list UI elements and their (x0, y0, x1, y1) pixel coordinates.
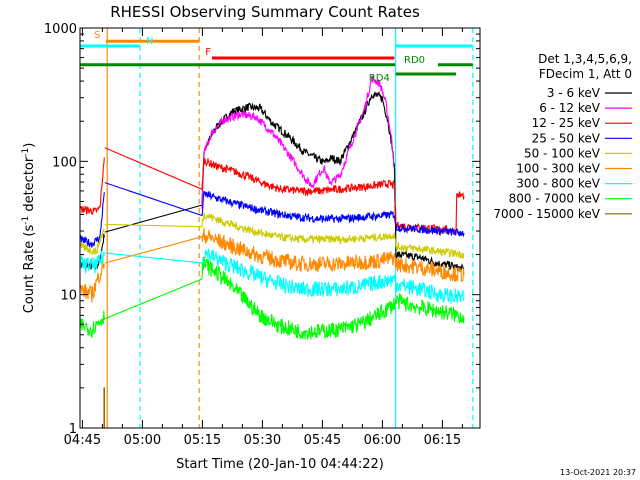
plot-area: S N F RD0 RD4 (79, 28, 474, 428)
series-line (79, 256, 465, 341)
y-axis-label-sup: -1 (21, 216, 31, 225)
series-line (79, 91, 465, 273)
x-tick-label: 05:00 (124, 433, 161, 448)
legend-label: 12 - 25 keV (532, 116, 601, 130)
series-line (201, 75, 395, 209)
legend-header-2: FDecim 1, Att 0 (539, 67, 632, 81)
x-tick-label: 06:15 (424, 433, 461, 448)
y-axis-label-sup2: -1 (21, 148, 31, 157)
series-line (79, 248, 465, 305)
y-tick-label: 10 (60, 289, 77, 304)
annotation-bar-label: S (94, 30, 100, 41)
x-tick-label: 05:15 (184, 433, 221, 448)
y-axis-label-tail: detector (22, 156, 37, 216)
chart-title: RHESSI Observing Summary Count Rates (110, 3, 420, 21)
annotation-bar-label: RD4 (369, 73, 390, 84)
series-line (79, 227, 465, 303)
x-axis: 04:45 05:00 05:15 05:30 05:45 06:00 06:15 (64, 28, 463, 448)
legend-label: 300 - 800 keV (516, 177, 600, 191)
series-line (79, 147, 465, 236)
annotation-bar-label: N (146, 36, 153, 47)
y-axis-label: Count Rate (s-1 detector-1) (21, 143, 37, 314)
x-tick-label: 04:45 (64, 433, 101, 448)
legend-label: 25 - 50 keV (532, 131, 601, 145)
x-tick-label: 05:45 (304, 433, 341, 448)
legend-label: 3 - 6 keV (547, 86, 601, 100)
legend: Det 1,3,4,5,6,9, FDecim 1, Att 0 3 - 6 k… (493, 52, 632, 221)
y-axis: 1 10 100 1000 (44, 22, 480, 437)
y-axis-label-main: Count Rate (s (22, 225, 37, 314)
legend-label: 50 - 100 keV (524, 146, 601, 160)
annotation-bar-label: RD0 (404, 55, 425, 66)
legend-label: 7000 - 15000 keV (493, 207, 600, 221)
legend-header-1: Det 1,3,4,5,6,9, (538, 52, 632, 66)
footer-timestamp: 13-Oct-2021 20:37 (560, 468, 636, 477)
plot-frame (79, 27, 481, 429)
x-tick-label: 06:00 (364, 433, 401, 448)
x-axis-label: Start Time (20-Jan-10 04:44:22) (176, 457, 384, 472)
series-line (79, 182, 465, 248)
x-tick-label: 05:30 (244, 433, 281, 448)
series-line (79, 212, 465, 260)
legend-label: 800 - 7000 keV (509, 192, 601, 206)
y-tick-label: 100 (52, 155, 77, 170)
y-tick-label: 1000 (44, 22, 77, 37)
y-axis-label-end: ) (22, 143, 37, 148)
y-tick-label: 1 (69, 422, 77, 437)
annotation-bar-label: F (205, 47, 211, 58)
legend-label: 100 - 300 keV (516, 162, 600, 176)
legend-label: 6 - 12 keV (539, 101, 601, 115)
